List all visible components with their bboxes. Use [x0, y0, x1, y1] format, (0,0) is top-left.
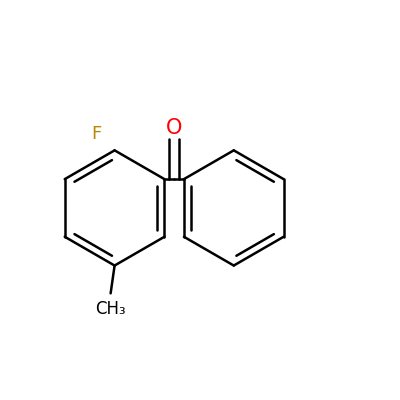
Text: O: O: [166, 118, 182, 138]
Text: F: F: [92, 126, 102, 144]
Text: CH₃: CH₃: [95, 300, 126, 318]
